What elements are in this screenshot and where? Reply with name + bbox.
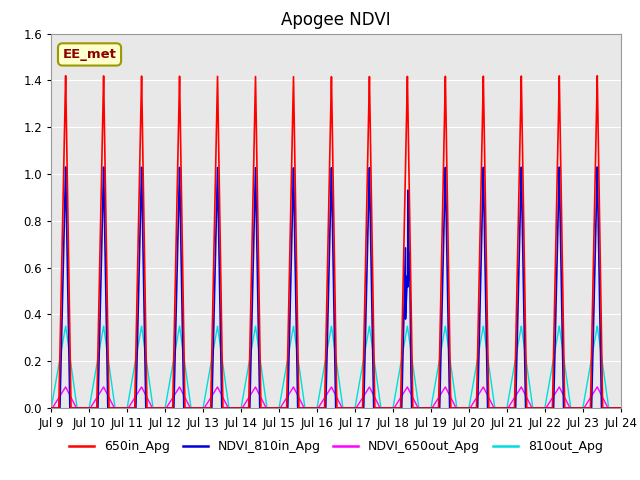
Legend: 650in_Apg, NDVI_810in_Apg, NDVI_650out_Apg, 810out_Apg: 650in_Apg, NDVI_810in_Apg, NDVI_650out_A… — [65, 435, 607, 458]
Title: Apogee NDVI: Apogee NDVI — [281, 11, 391, 29]
Text: EE_met: EE_met — [63, 48, 116, 61]
